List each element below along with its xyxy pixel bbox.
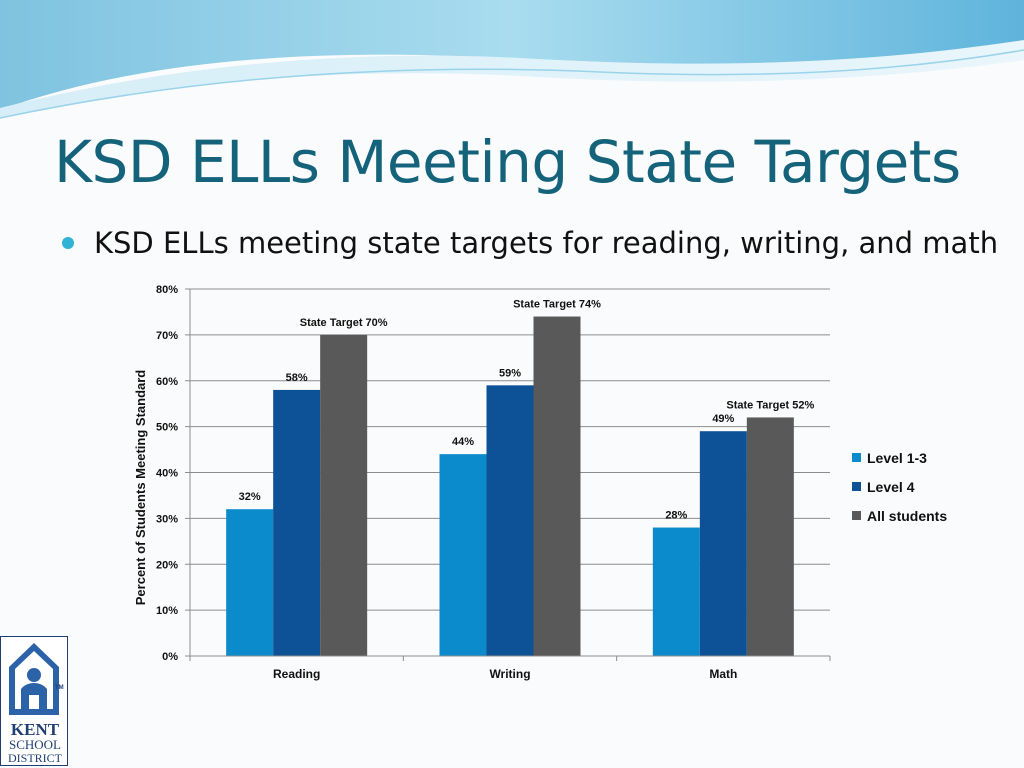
y-tick-label: 30% [156, 513, 178, 525]
legend-item: All students [852, 501, 947, 530]
legend-item: Level 1-3 [852, 443, 947, 472]
bar [320, 334, 368, 656]
kent-school-district-logo: TM KENT SCHOOL DISTRICT [0, 636, 68, 766]
legend-label: All students [867, 507, 948, 524]
data-label: State Target 52% [726, 399, 814, 411]
y-tick-label: 70% [156, 330, 178, 342]
legend-swatch [852, 453, 861, 462]
bar [533, 316, 581, 656]
y-axis-title: Percent of Students Meeting Standard [133, 370, 148, 606]
x-tick-label: Math [709, 667, 737, 681]
y-tick-label: 80% [156, 284, 178, 296]
logo-tm: TM [55, 685, 64, 691]
logo-emblem-icon [9, 643, 59, 715]
y-tick-label: 60% [156, 376, 178, 388]
data-label: 58% [286, 372, 308, 384]
data-label: 59% [499, 367, 521, 379]
y-tick-label: 50% [156, 422, 178, 434]
x-tick-label: Writing [489, 667, 530, 681]
data-label: 28% [665, 510, 687, 522]
legend-swatch [852, 511, 861, 520]
bar [439, 454, 487, 656]
bar [226, 509, 274, 656]
slide-title: KSD ELLs Meeting State Targets [54, 128, 961, 196]
y-tick-label: 10% [156, 605, 178, 617]
bullet-dot-icon [62, 237, 74, 249]
data-label: State Target 74% [513, 299, 601, 311]
legend-label: Level 1-3 [867, 449, 927, 466]
bar [486, 385, 534, 656]
data-label: 32% [239, 491, 261, 503]
logo-line-3: DISTRICT [8, 751, 62, 765]
bullet-item: KSD ELLs meeting state targets for readi… [62, 226, 998, 260]
logo-line-2: SCHOOL [8, 737, 61, 752]
legend-item: Level 4 [852, 472, 947, 501]
legend-swatch [852, 482, 861, 491]
bar [746, 417, 794, 656]
data-label: 49% [712, 413, 734, 425]
data-label: 44% [452, 436, 474, 448]
legend-label: Level 4 [867, 478, 915, 495]
data-label: State Target 70% [300, 317, 388, 329]
y-tick-label: 40% [156, 468, 178, 480]
logo-line-1: KENT [10, 720, 60, 739]
x-tick-label: Reading [273, 667, 320, 681]
bar [652, 527, 700, 656]
y-tick-label: 0% [162, 651, 178, 663]
bullet-text: KSD ELLs meeting state targets for readi… [94, 226, 999, 260]
bar [273, 389, 321, 656]
y-tick-label: 20% [156, 559, 178, 571]
bar [699, 431, 747, 656]
chart-legend: Level 1-3 Level 4 All students [852, 443, 947, 530]
